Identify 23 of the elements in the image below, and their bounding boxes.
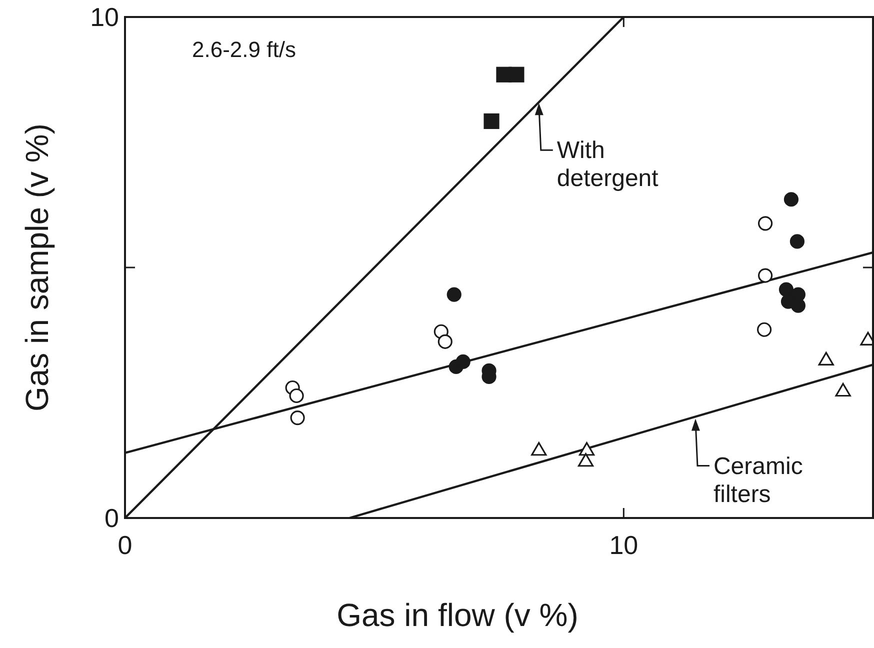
point [289, 388, 304, 404]
point [835, 382, 851, 397]
annotation: With detergent [556, 137, 659, 192]
point [578, 453, 594, 467]
annotation: Ceramic filters [713, 452, 803, 508]
y-axis-title: Gas in sample (v %) [19, 123, 55, 412]
point [758, 268, 773, 283]
point [818, 352, 834, 366]
point [508, 66, 524, 82]
point [758, 216, 773, 231]
point [784, 192, 799, 207]
annotation: 2.6-2.9 ft/s [192, 37, 296, 62]
x-axis-title: Gas in flow (v %) [336, 597, 578, 633]
point [438, 334, 452, 349]
point [790, 298, 806, 313]
point [756, 322, 772, 337]
point [578, 442, 595, 456]
point [484, 113, 500, 130]
point [456, 354, 470, 369]
point [446, 287, 462, 302]
point [290, 410, 305, 426]
point [790, 234, 805, 249]
point [531, 442, 547, 456]
